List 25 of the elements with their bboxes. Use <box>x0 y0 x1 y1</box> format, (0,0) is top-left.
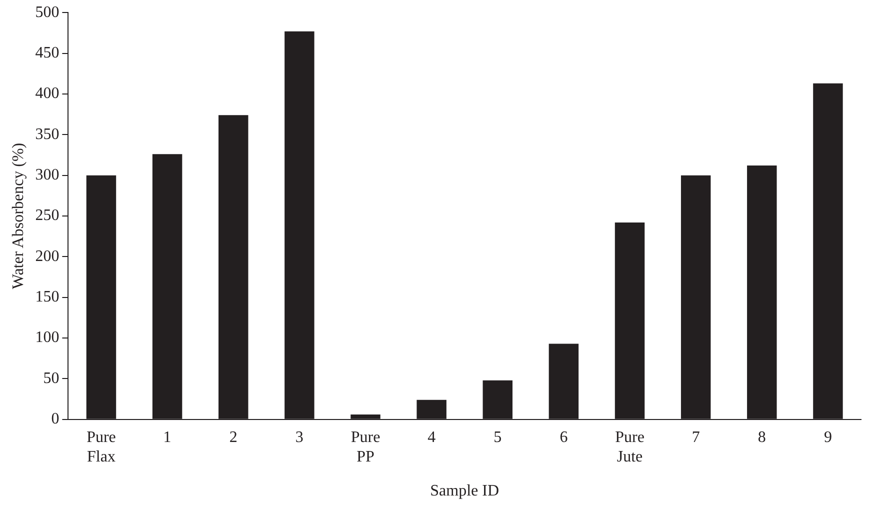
y-axis-title: Water Absorbency (%) <box>10 142 27 290</box>
x-axis-title: Sample ID <box>430 482 500 500</box>
x-tick-label: 6 <box>560 429 568 446</box>
y-tick-label: 350 <box>35 126 60 143</box>
x-tick-label: 5 <box>494 429 502 446</box>
x-tick-label: Pure PP <box>350 429 380 466</box>
x-tick-label: Pure Flax <box>86 429 116 466</box>
y-tick-label: 250 <box>35 207 60 224</box>
y-tick-label: 300 <box>35 166 60 184</box>
y-tick-label: 500 <box>35 4 60 21</box>
x-tick-label: 1 <box>163 429 172 446</box>
y-tick-label: 150 <box>35 288 60 306</box>
y-tick-label: 0 <box>51 410 60 428</box>
x-tick-label: Pure Jute <box>615 429 644 466</box>
y-tick-label: 100 <box>35 329 60 346</box>
y-tick-label: 50 <box>43 370 60 387</box>
x-tick-label: 7 <box>692 429 700 446</box>
y-tick-label: 200 <box>35 248 60 265</box>
x-tick-label: 8 <box>758 429 766 446</box>
y-tick-label: 450 <box>35 44 60 62</box>
x-tick-label: 9 <box>824 429 832 446</box>
x-tick-label: 4 <box>428 429 436 446</box>
y-tick-label: 400 <box>35 85 60 102</box>
x-tick-label: 3 <box>295 429 304 446</box>
x-tick-label: 2 <box>229 429 238 446</box>
